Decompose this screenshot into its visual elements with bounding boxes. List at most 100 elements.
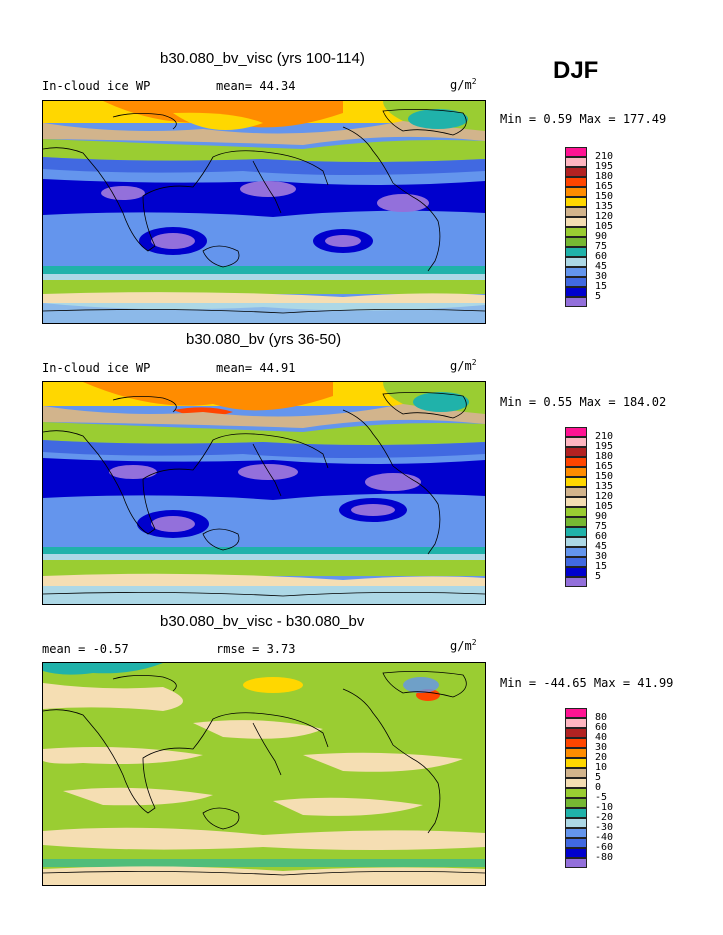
colorbar2-label: 15 [595, 561, 608, 572]
panel3-title: b30.080_bv_visc - b30.080_bv [160, 613, 365, 630]
colorbar2-cell-180 [565, 447, 587, 457]
colorbar1-cell-5 [565, 287, 587, 297]
colorbar1-label: 165 [595, 181, 614, 192]
colorbar2-label: 180 [595, 451, 614, 462]
panel1-units: g/m2 [450, 77, 477, 92]
colorbar1-cell-90 [565, 227, 587, 237]
colorbar3-cell-5 [565, 768, 587, 778]
panel1-contour-field [43, 101, 485, 323]
colorbar1-cell-low [565, 297, 587, 307]
colorbar3-cell-m20 [565, 808, 587, 818]
colorbar1-cell-60 [565, 247, 587, 257]
colorbar1-label: 45 [595, 261, 608, 272]
colorbar2-label: 45 [595, 541, 608, 552]
colorbar2-cell-120 [565, 487, 587, 497]
panel1-variable-label: In-cloud ice WP [42, 79, 151, 93]
colorbar3-cell-m30 [565, 818, 587, 828]
colorbar1-label: 60 [595, 251, 608, 262]
colorbar2-cell-5 [565, 567, 587, 577]
colorbar1-cell-195 [565, 157, 587, 167]
colorbar2-cell-60 [565, 527, 587, 537]
colorbar1-label: 15 [595, 281, 608, 292]
colorbar1-label: 75 [595, 241, 608, 252]
colorbar3-label: 20 [595, 752, 608, 763]
colorbar3-label: -20 [595, 812, 614, 823]
colorbar3-label: 0 [595, 782, 602, 793]
colorbar3-cell-0 [565, 778, 587, 788]
colorbar3-cell-60 [565, 718, 587, 728]
season-label: DJF [553, 57, 599, 84]
colorbar3-label: 10 [595, 762, 608, 773]
colorbar3-cell-m60 [565, 838, 587, 848]
colorbar3-cell-10 [565, 758, 587, 768]
colorbar2-cell-15 [565, 557, 587, 567]
colorbar3-cell-30 [565, 738, 587, 748]
panel3-rmse-label: rmse = 3.73 [216, 642, 296, 656]
colorbar3-cell-m10 [565, 798, 587, 808]
colorbar2-label: 60 [595, 531, 608, 542]
colorbar2-label: 150 [595, 471, 614, 482]
colorbar1-cell-75 [565, 237, 587, 247]
colorbar1-cell-210 [565, 147, 587, 157]
colorbar2-label: 105 [595, 501, 614, 512]
panel3-contour-field [43, 663, 485, 885]
colorbar3-label: -40 [595, 832, 614, 843]
colorbar1-cell-180 [565, 167, 587, 177]
colorbar1-cell-30 [565, 267, 587, 277]
colorbar3-label: -5 [595, 792, 608, 803]
colorbar3-label: -30 [595, 822, 614, 833]
colorbar3-label: -60 [595, 842, 614, 853]
colorbar3-label: 40 [595, 732, 608, 743]
colorbar2-cell-165 [565, 457, 587, 467]
panel2-title: b30.080_bv (yrs 36-50) [186, 331, 342, 348]
colorbar2-cell-105 [565, 497, 587, 507]
colorbar1-label: 180 [595, 171, 614, 182]
colorbar3-cell-m40 [565, 828, 587, 838]
colorbar1-cell-45 [565, 257, 587, 267]
panel1-map [42, 100, 486, 324]
colorbar1-label: 120 [595, 211, 614, 222]
colorbar2-cell-30 [565, 547, 587, 557]
colorbar3-label: 30 [595, 742, 608, 753]
panel1-minmax: Min = 0.59 Max = 177.49 [500, 112, 667, 126]
colorbar1-cell-135 [565, 197, 587, 207]
colorbar2-label: 165 [595, 461, 614, 472]
colorbar3-label: -10 [595, 802, 614, 813]
colorbar1-cell-120 [565, 207, 587, 217]
panel2-map [42, 381, 486, 605]
panel2-minmax: Min = 0.55 Max = 184.02 [500, 395, 667, 409]
colorbar1-label: 30 [595, 271, 608, 282]
colorbar2-label: 195 [595, 441, 614, 452]
colorbar3-cell-80 [565, 708, 587, 718]
colorbar2-label: 210 [595, 431, 614, 442]
colorbar2-cell-210 [565, 427, 587, 437]
colorbar2-cell-150 [565, 467, 587, 477]
colorbar3-label: -80 [595, 852, 614, 863]
panel3-units: g/m2 [450, 638, 477, 653]
panel1-mean-label: mean= 44.34 [216, 79, 296, 93]
colorbar3-cell-m5 [565, 788, 587, 798]
colorbar2-label: 5 [595, 571, 602, 582]
colorbar3-label: 5 [595, 772, 602, 783]
panel3-minmax: Min = -44.65 Max = 41.99 [500, 676, 674, 690]
colorbar1-label: 150 [595, 191, 614, 202]
colorbar1-label: 5 [595, 291, 602, 302]
colorbar2-cell-90 [565, 507, 587, 517]
colorbar3-cell-m80 [565, 848, 587, 858]
colorbar2-label: 30 [595, 551, 608, 562]
colorbar2-label: 120 [595, 491, 614, 502]
colorbar1-label: 135 [595, 201, 614, 212]
panel3-map [42, 662, 486, 886]
colorbar2-cell-45 [565, 537, 587, 547]
panel2-contour-field [43, 382, 485, 604]
colorbar1-label: 210 [595, 151, 614, 162]
colorbar1-label: 105 [595, 221, 614, 232]
colorbar1-cell-150 [565, 187, 587, 197]
colorbar1-label: 195 [595, 161, 614, 172]
colorbar3-cell-20 [565, 748, 587, 758]
colorbar3-label: 80 [595, 712, 608, 723]
colorbar3-label: 60 [595, 722, 608, 733]
panel1-title: b30.080_bv_visc (yrs 100-114) [160, 50, 365, 67]
colorbar3-cell-40 [565, 728, 587, 738]
colorbar3-cell-low [565, 858, 587, 868]
